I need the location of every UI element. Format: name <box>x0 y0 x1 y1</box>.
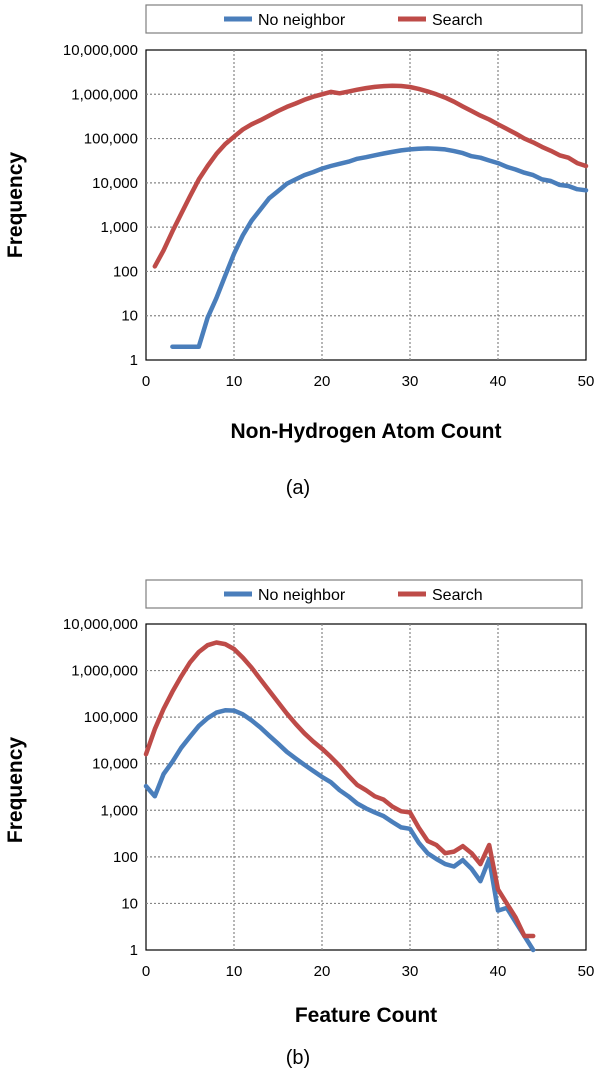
x-axis-title-b: Feature Count <box>295 1004 437 1027</box>
y-axis-title-a: Frequency <box>4 152 27 259</box>
chart-a: No neighbor Search 1101001,00010,000100,… <box>4 4 595 499</box>
y-tick-label-b: 10 <box>121 895 138 912</box>
legend-box-a <box>145 4 583 34</box>
y-tick-label-b: 1,000 <box>100 802 138 819</box>
x-tick-label-b: 40 <box>490 963 507 980</box>
x-tick-label-b: 30 <box>402 963 419 980</box>
y-tick-label-b: 100 <box>113 849 138 866</box>
chart-b: No neighbor Search 1101001,00010,000100,… <box>4 579 595 1069</box>
y-tick-label-a: 10 <box>121 308 138 325</box>
gridlines-a <box>146 50 586 360</box>
x-tick-label-b: 20 <box>314 963 331 980</box>
legend-label-no-neighbor-a: No neighbor <box>258 12 346 29</box>
y-tick-label-a: 10,000 <box>92 175 138 192</box>
caption-a: (a) <box>286 477 310 499</box>
x-tick-label-b: 50 <box>578 963 595 980</box>
legend-box-b <box>145 579 583 609</box>
y-tick-label-b: 1 <box>130 942 138 959</box>
series-lines-b <box>143 640 536 953</box>
x-tick-label-a: 10 <box>226 373 243 390</box>
x-tick-labels-b: 0 10 20 30 40 50 <box>142 963 595 980</box>
y-tick-labels-b: 1 10 100 1,000 10,000 100,000 1,000,000 10,000,… <box>63 616 138 959</box>
series-line-search-b <box>143 640 536 939</box>
legend-label-search-a: Search <box>432 12 483 29</box>
y-tick-label-b: 10,000,000 <box>63 616 138 633</box>
x-tick-label-b: 10 <box>226 963 243 980</box>
legend-label-no-neighbor-b: No neighbor <box>258 587 346 604</box>
y-tick-label-a: 100 <box>113 263 138 280</box>
series-line-no-neighbor-a <box>170 146 589 349</box>
y-axis-title-b: Frequency <box>4 737 27 844</box>
y-tick-label-a: 100,000 <box>84 131 138 148</box>
caption-b: (b) <box>286 1047 310 1069</box>
x-tick-label-a: 20 <box>314 373 331 390</box>
x-tick-label-a: 30 <box>402 373 419 390</box>
y-tick-label-b: 100,000 <box>84 709 138 726</box>
x-axis-title-a: Non-Hydrogen Atom Count <box>230 420 501 443</box>
y-tick-label-b: 10,000 <box>92 756 138 773</box>
x-tick-label-b: 0 <box>142 963 150 980</box>
x-tick-label-a: 0 <box>142 373 150 390</box>
plot-area-a <box>145 49 587 361</box>
x-tick-label-a: 40 <box>490 373 507 390</box>
series-line-search-a <box>152 83 589 269</box>
legend-label-search-b: Search <box>432 587 483 604</box>
plot-area-b <box>145 623 587 951</box>
series-line-no-neighbor-b <box>143 708 536 953</box>
series-lines-a <box>152 83 589 349</box>
y-tick-labels-a: 1 10 100 1,000 10,000 100,000 1,000,000 10,000,… <box>63 42 138 369</box>
x-tick-labels-a: 0 10 20 30 40 50 <box>142 373 595 390</box>
y-tick-label-a: 1 <box>130 352 138 369</box>
y-tick-label-a: 10,000,000 <box>63 42 138 59</box>
y-tick-label-a: 1,000,000 <box>71 86 138 103</box>
y-tick-label-b: 1,000,000 <box>71 663 138 680</box>
y-tick-label-a: 1,000 <box>100 219 138 236</box>
x-tick-label-a: 50 <box>578 373 595 390</box>
